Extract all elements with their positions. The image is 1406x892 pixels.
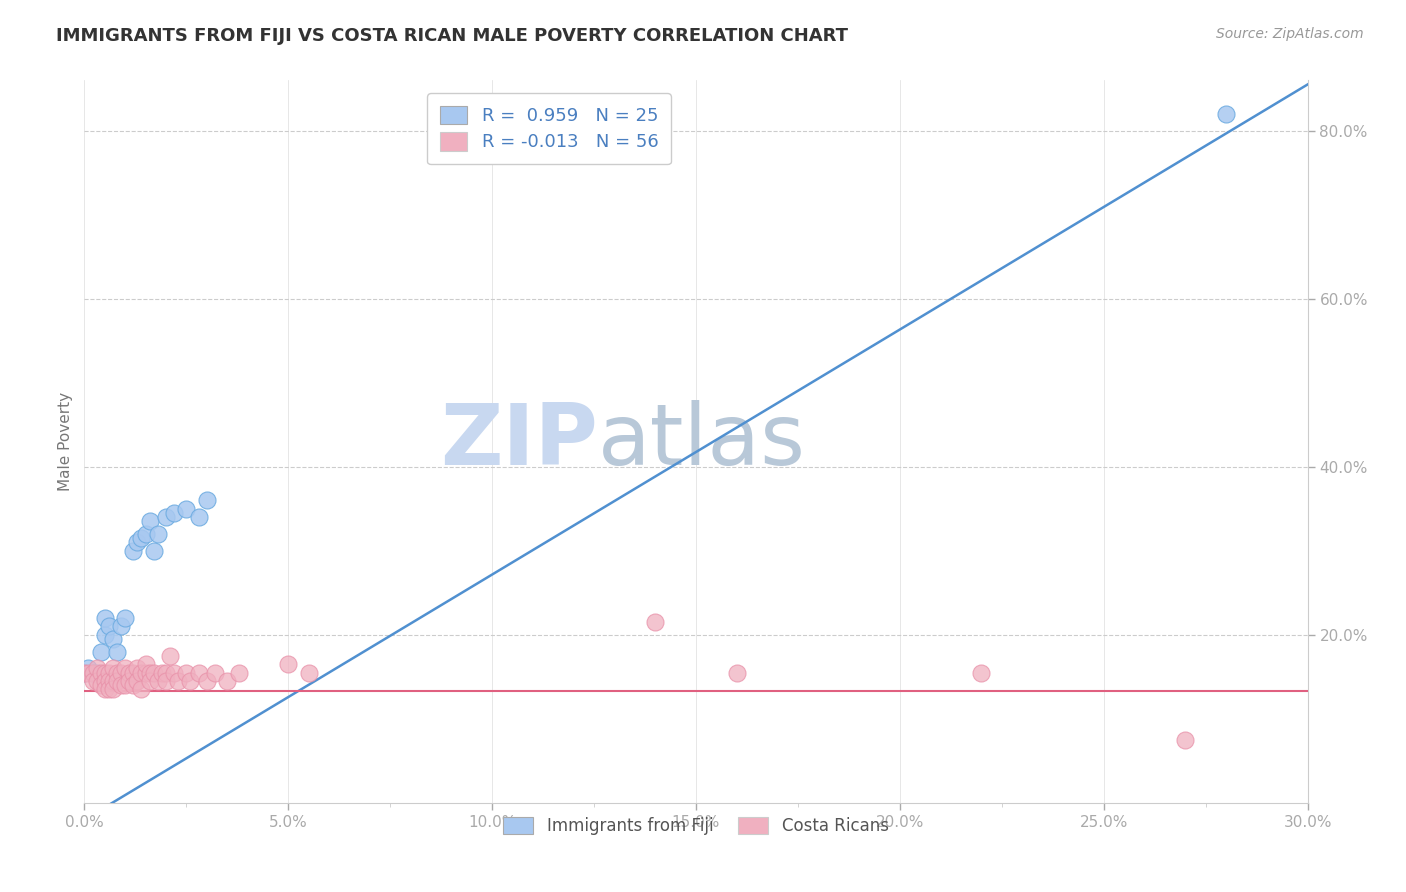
Point bbox=[105, 644, 128, 658]
Legend: Immigrants from Fiji, Costa Ricans: Immigrants from Fiji, Costa Ricans bbox=[489, 804, 903, 848]
Point bbox=[725, 665, 748, 680]
Point bbox=[277, 657, 299, 672]
Point bbox=[131, 682, 153, 697]
Point bbox=[118, 665, 141, 680]
Point bbox=[138, 673, 160, 688]
Point bbox=[155, 665, 177, 680]
Point bbox=[93, 665, 115, 680]
Text: Source: ZipAtlas.com: Source: ZipAtlas.com bbox=[1216, 27, 1364, 41]
Point bbox=[97, 673, 120, 688]
Point bbox=[131, 665, 153, 680]
Point bbox=[118, 673, 141, 688]
Point bbox=[82, 665, 104, 680]
Point bbox=[110, 678, 132, 692]
Point bbox=[135, 665, 157, 680]
Point bbox=[122, 665, 145, 680]
Point bbox=[97, 619, 120, 633]
Point bbox=[138, 665, 160, 680]
Point bbox=[174, 665, 197, 680]
Text: ZIP: ZIP bbox=[440, 400, 598, 483]
Point bbox=[77, 665, 100, 680]
Point bbox=[142, 665, 165, 680]
Point bbox=[73, 665, 96, 680]
Point bbox=[114, 611, 136, 625]
Point bbox=[122, 678, 145, 692]
Point bbox=[174, 501, 197, 516]
Point bbox=[110, 665, 132, 680]
Point bbox=[93, 611, 115, 625]
Point bbox=[86, 661, 108, 675]
Point bbox=[138, 514, 160, 528]
Point bbox=[135, 527, 157, 541]
Point bbox=[101, 661, 124, 675]
Point bbox=[159, 648, 181, 663]
Point bbox=[163, 665, 186, 680]
Point bbox=[122, 543, 145, 558]
Point bbox=[298, 665, 321, 680]
Point bbox=[150, 665, 173, 680]
Point bbox=[187, 665, 209, 680]
Point bbox=[110, 619, 132, 633]
Point bbox=[127, 535, 149, 549]
Point bbox=[163, 506, 186, 520]
Point bbox=[93, 682, 115, 697]
Point bbox=[131, 531, 153, 545]
Point bbox=[155, 673, 177, 688]
Point bbox=[155, 510, 177, 524]
Point bbox=[97, 682, 120, 697]
Point bbox=[179, 673, 201, 688]
Point bbox=[204, 665, 226, 680]
Point bbox=[127, 673, 149, 688]
Point bbox=[644, 615, 666, 630]
Point bbox=[217, 673, 239, 688]
Point bbox=[142, 543, 165, 558]
Point bbox=[146, 527, 169, 541]
Point bbox=[82, 665, 104, 680]
Y-axis label: Male Poverty: Male Poverty bbox=[58, 392, 73, 491]
Point bbox=[101, 673, 124, 688]
Point bbox=[1174, 732, 1197, 747]
Point bbox=[101, 632, 124, 646]
Point bbox=[1215, 107, 1237, 121]
Point bbox=[90, 678, 112, 692]
Point bbox=[82, 673, 104, 688]
Text: IMMIGRANTS FROM FIJI VS COSTA RICAN MALE POVERTY CORRELATION CHART: IMMIGRANTS FROM FIJI VS COSTA RICAN MALE… bbox=[56, 27, 848, 45]
Point bbox=[93, 628, 115, 642]
Text: atlas: atlas bbox=[598, 400, 806, 483]
Point bbox=[90, 644, 112, 658]
Point bbox=[86, 665, 108, 680]
Point bbox=[101, 682, 124, 697]
Point bbox=[146, 673, 169, 688]
Point bbox=[93, 673, 115, 688]
Point bbox=[970, 665, 993, 680]
Point bbox=[195, 673, 218, 688]
Point bbox=[105, 665, 128, 680]
Point bbox=[127, 661, 149, 675]
Point bbox=[167, 673, 190, 688]
Point bbox=[228, 665, 250, 680]
Point bbox=[73, 665, 96, 680]
Point bbox=[114, 661, 136, 675]
Point bbox=[90, 665, 112, 680]
Point bbox=[195, 493, 218, 508]
Point bbox=[105, 673, 128, 688]
Point bbox=[135, 657, 157, 672]
Point bbox=[86, 673, 108, 688]
Point bbox=[187, 510, 209, 524]
Point bbox=[97, 665, 120, 680]
Point bbox=[77, 661, 100, 675]
Point bbox=[114, 678, 136, 692]
